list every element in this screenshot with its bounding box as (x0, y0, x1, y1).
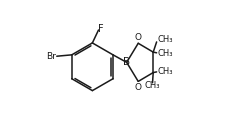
Text: O: O (135, 83, 142, 92)
Text: Br: Br (46, 52, 56, 61)
Text: CH₃: CH₃ (144, 81, 160, 90)
Text: CH₃: CH₃ (157, 49, 173, 58)
Text: F: F (98, 24, 104, 34)
Text: CH₃: CH₃ (157, 35, 173, 44)
Text: B: B (123, 57, 130, 67)
Text: O: O (135, 33, 142, 42)
Text: CH₃: CH₃ (157, 67, 173, 76)
